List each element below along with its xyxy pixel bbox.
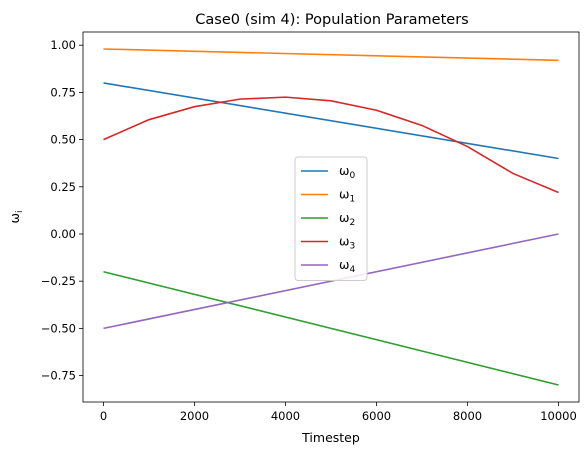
y-tick-label: 1.00 [50,38,76,52]
x-tick-label: 8000 [453,409,482,423]
x-tick-label: 0 [100,409,107,423]
legend-box [294,156,368,281]
x-axis: 0 2000 4000 6000 8000 10000 [100,402,577,423]
y-tick-label: 0.75 [50,85,76,99]
plot-area [103,48,559,386]
legend: ω0 ω1 ω2 ω3 ω4 [294,156,368,281]
legend-label-omega-1: ω1 [339,187,355,205]
y-axis-label: ωi [7,211,25,224]
axes-frame [82,31,580,403]
x-tick-label: 6000 [362,409,391,423]
series-line-omega-1 [103,48,559,62]
x-axis-label: Timestep [301,430,360,445]
x-tick-label: 2000 [180,409,209,423]
y-tick-label: 0.25 [50,180,76,194]
y-tick-label: −0.50 [41,321,76,335]
legend-label-omega-4: ω4 [339,257,355,275]
y-axis: −0.75 −0.50 −0.25 0.00 0.25 0.50 0.75 1.00 [41,38,83,383]
y-tick-label: 0.50 [50,133,76,147]
x-tick-label: 4000 [271,409,300,423]
legend-label-omega-2: ω2 [339,210,355,228]
series-line-omega-4 [103,233,559,330]
legend-label-omega-0: ω0 [339,163,355,181]
series-line-omega-2 [103,270,559,386]
series-line-omega-0 [103,82,559,160]
x-tick-label: 10000 [540,409,577,423]
y-tick-label: −0.75 [41,369,76,383]
y-tick-label: −0.25 [41,274,76,288]
chart-title: Case0 (sim 4): Population Parameters [195,12,468,28]
legend-label-omega-3: ω3 [339,234,355,252]
series-line-omega-3 [103,96,559,194]
y-tick-label: 0.00 [50,227,76,241]
